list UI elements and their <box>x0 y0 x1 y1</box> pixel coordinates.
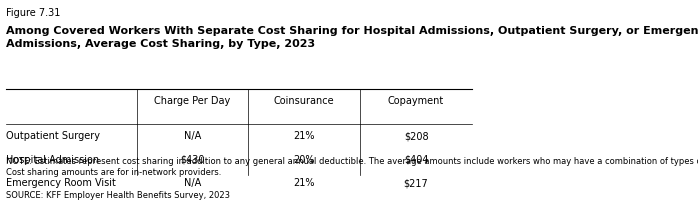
Text: 21%: 21% <box>294 177 315 187</box>
Text: Figure 7.31: Figure 7.31 <box>6 7 61 18</box>
Text: NOTE: Estimates represent cost sharing in addition to any general annual deducti: NOTE: Estimates represent cost sharing i… <box>6 156 698 177</box>
Text: 20%: 20% <box>294 154 315 164</box>
Text: $217: $217 <box>403 177 429 187</box>
Text: Coinsurance: Coinsurance <box>274 96 334 106</box>
Text: $430: $430 <box>180 154 205 164</box>
Text: 21%: 21% <box>294 130 315 140</box>
Text: Outpatient Surgery: Outpatient Surgery <box>6 130 100 140</box>
Text: Copayment: Copayment <box>388 96 444 106</box>
Text: $208: $208 <box>404 130 429 140</box>
Text: Charge Per Day: Charge Per Day <box>154 96 230 106</box>
Text: N/A: N/A <box>184 130 201 140</box>
Text: Emergency Room Visit: Emergency Room Visit <box>6 177 116 187</box>
Text: N/A: N/A <box>184 177 201 187</box>
Text: $404: $404 <box>404 154 429 164</box>
Text: Among Covered Workers With Separate Cost Sharing for Hospital Admissions, Outpat: Among Covered Workers With Separate Cost… <box>6 26 698 49</box>
Text: Hospital Admission: Hospital Admission <box>6 154 99 164</box>
Text: SOURCE: KFF Employer Health Benefits Survey, 2023: SOURCE: KFF Employer Health Benefits Sur… <box>6 190 230 199</box>
